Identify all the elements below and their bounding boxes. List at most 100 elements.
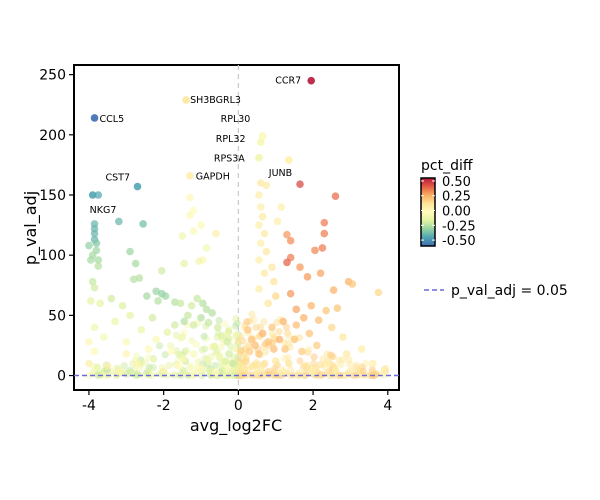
data-point xyxy=(184,311,192,320)
data-point xyxy=(133,359,142,368)
background-point xyxy=(133,371,142,379)
data-point xyxy=(329,286,338,294)
data-point xyxy=(346,366,355,375)
data-point xyxy=(111,317,119,326)
data-point xyxy=(212,229,220,238)
data-point xyxy=(331,365,340,374)
background-point xyxy=(286,366,295,374)
data-point xyxy=(369,359,377,368)
data-point xyxy=(186,193,194,202)
data-point xyxy=(262,247,271,256)
data-point xyxy=(189,350,198,358)
x-tick-label: 2 xyxy=(309,398,318,414)
data-point xyxy=(204,357,213,365)
data-point xyxy=(171,321,179,329)
data-point xyxy=(92,239,101,247)
data-point xyxy=(296,180,304,188)
data-point xyxy=(186,211,194,220)
gene-label: CCL5 xyxy=(100,114,125,125)
background-point xyxy=(217,343,225,351)
gene-label: JUNB xyxy=(268,168,292,179)
data-point xyxy=(87,297,95,305)
data-point xyxy=(122,338,131,346)
background-point xyxy=(85,371,93,380)
background-point xyxy=(224,327,233,335)
data-point xyxy=(204,318,213,327)
data-point xyxy=(258,212,267,221)
data-point xyxy=(90,229,99,238)
data-point xyxy=(270,345,278,353)
background-point xyxy=(345,356,353,364)
background-point xyxy=(359,367,367,375)
y-tick-label: 150 xyxy=(39,188,66,204)
data-point xyxy=(90,283,99,292)
x-axis-title: avg_log2FC xyxy=(190,416,282,436)
data-point xyxy=(202,244,211,252)
colorbar-tick-label: 0.00 xyxy=(442,205,471,220)
background-point xyxy=(150,355,158,364)
labeled-point-sh3bgrl3 xyxy=(182,96,190,104)
data-point xyxy=(301,362,310,370)
data-point xyxy=(85,359,93,368)
data-point xyxy=(258,329,267,338)
x-tick-label: 0 xyxy=(234,398,243,414)
background-point xyxy=(221,320,229,328)
y-tick-label: 100 xyxy=(39,248,66,264)
labeled-point-nkg7 xyxy=(88,191,97,199)
data-point xyxy=(271,292,280,300)
data-point xyxy=(90,323,99,332)
data-point xyxy=(115,217,123,226)
gene-label: CCR7 xyxy=(275,76,301,87)
data-point xyxy=(309,368,317,376)
data-point xyxy=(243,326,252,334)
data-point xyxy=(249,362,258,370)
gene-label: RPS3A xyxy=(214,154,245,165)
labeled-point-gapdh xyxy=(186,171,194,180)
data-point xyxy=(215,353,224,362)
background-point xyxy=(94,363,102,371)
data-point xyxy=(290,335,299,344)
background-point xyxy=(282,323,290,331)
data-point xyxy=(316,269,325,278)
data-point xyxy=(268,323,276,332)
data-point xyxy=(88,277,97,286)
background-point xyxy=(120,362,128,370)
background-point xyxy=(148,371,156,380)
background-point xyxy=(232,330,240,339)
background-point xyxy=(167,342,175,350)
background-point xyxy=(260,318,268,326)
data-point xyxy=(115,368,123,376)
colorbar-tick-label: -0.50 xyxy=(442,234,476,249)
data-point xyxy=(85,241,93,250)
data-point xyxy=(87,256,95,264)
x-tick-label: -2 xyxy=(157,398,171,414)
data-point xyxy=(264,338,273,346)
data-point xyxy=(313,341,321,350)
data-point xyxy=(327,323,336,332)
data-point xyxy=(260,359,269,368)
background-point xyxy=(211,362,219,370)
data-point xyxy=(279,317,287,326)
data-point xyxy=(275,335,284,344)
data-point xyxy=(374,288,383,297)
background-point xyxy=(144,353,152,362)
data-point xyxy=(324,357,332,365)
data-point xyxy=(90,347,99,356)
background-point xyxy=(194,358,202,366)
background-point xyxy=(232,315,240,323)
data-point xyxy=(167,347,175,356)
data-point xyxy=(157,267,166,275)
data-point xyxy=(255,285,263,293)
data-point xyxy=(131,259,140,268)
background-point xyxy=(237,346,245,355)
labeled-point-rpl30 xyxy=(258,132,267,140)
data-point xyxy=(180,259,189,268)
data-point xyxy=(118,301,127,310)
data-point xyxy=(339,333,347,341)
data-point xyxy=(260,269,269,278)
background-point xyxy=(296,357,304,365)
labeled-point-ccr7 xyxy=(307,76,316,85)
background-point xyxy=(99,371,107,379)
labeled-point-ccl5 xyxy=(90,114,99,122)
